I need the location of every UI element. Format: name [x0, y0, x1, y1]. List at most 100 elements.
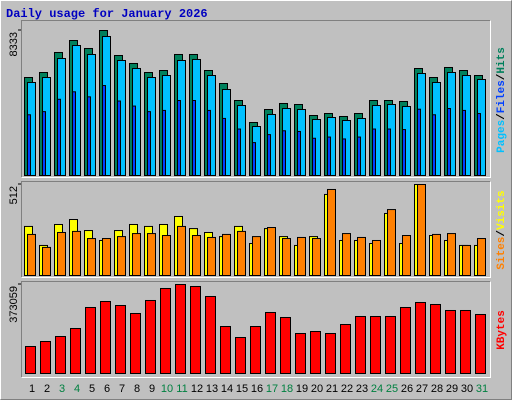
- bar: [70, 327, 81, 374]
- bar: [72, 230, 81, 276]
- x-tick-label: 30: [461, 383, 473, 395]
- bar: [25, 345, 36, 374]
- x-tick-label: 21: [326, 383, 338, 395]
- x-tick-label: 8: [134, 383, 140, 395]
- bar: [280, 316, 291, 374]
- legend-separator: /: [496, 113, 508, 120]
- bar: [387, 128, 391, 177]
- x-tick-label: 10: [161, 383, 173, 395]
- bar: [460, 309, 471, 375]
- bar: [312, 137, 316, 176]
- bar: [370, 315, 381, 375]
- x-tick-label: 16: [251, 383, 263, 395]
- bar: [417, 184, 426, 276]
- bar: [175, 284, 186, 374]
- bar: [400, 306, 411, 374]
- bar: [237, 230, 246, 276]
- x-tick-label: 1: [29, 383, 35, 395]
- bar: [267, 134, 271, 177]
- legend-entry: Visits: [496, 190, 508, 230]
- bar: [192, 235, 201, 276]
- x-tick-label: 26: [401, 383, 413, 395]
- bar: [145, 299, 156, 374]
- bar: [402, 129, 406, 176]
- panel-bevel: [21, 281, 491, 378]
- bar: [297, 236, 306, 276]
- x-tick-label: 20: [311, 383, 323, 395]
- bar: [430, 303, 441, 374]
- bar: [57, 98, 61, 176]
- x-tick-label: 24: [371, 383, 383, 395]
- legend: Pages/Files/Hits: [496, 47, 508, 153]
- x-tick-label: 18: [281, 383, 293, 395]
- legend-entry: Hits: [496, 47, 508, 73]
- bar: [190, 285, 201, 374]
- bar: [432, 114, 436, 176]
- bar: [87, 96, 91, 176]
- x-tick-label: 15: [236, 383, 248, 395]
- bar: [102, 238, 111, 276]
- bar: [282, 130, 286, 176]
- bar: [342, 233, 351, 276]
- bar: [417, 108, 421, 176]
- bar: [147, 111, 151, 176]
- bar: [192, 100, 196, 176]
- bar: [235, 336, 246, 374]
- bar: [42, 246, 51, 276]
- bar: [477, 113, 481, 176]
- legend: KBytes: [496, 310, 508, 350]
- x-tick-label: 23: [356, 383, 368, 395]
- y-tick-label: 8333: [8, 32, 20, 56]
- bar: [252, 142, 256, 176]
- legend-separator: /: [496, 230, 508, 237]
- x-tick-label: 7: [119, 383, 125, 395]
- bar: [222, 117, 226, 177]
- bar: [267, 227, 276, 276]
- bar: [385, 315, 396, 375]
- bar: [57, 231, 66, 276]
- y-tick-label: 373059: [8, 286, 20, 323]
- bar: [325, 332, 336, 374]
- bar: [252, 236, 261, 276]
- x-tick-label: 28: [431, 383, 443, 395]
- x-tick-label: 4: [74, 383, 80, 395]
- bar: [372, 128, 376, 177]
- bar: [100, 300, 111, 375]
- bar: [72, 91, 76, 176]
- panel-bevel: [21, 20, 491, 178]
- bar: [265, 311, 276, 375]
- bar: [387, 209, 396, 276]
- bar: [327, 188, 336, 276]
- bar: [220, 325, 231, 374]
- bar: [462, 244, 471, 276]
- bar: [327, 136, 331, 177]
- bar: [27, 233, 36, 276]
- bar: [295, 332, 306, 374]
- bar: [297, 130, 301, 177]
- bar: [87, 238, 96, 276]
- panel-bevel: [21, 181, 491, 278]
- bar: [177, 100, 181, 176]
- legend: Sites/Visits: [496, 190, 508, 269]
- legend-entry: KBytes: [496, 310, 508, 350]
- x-tick-label: 31: [476, 383, 488, 395]
- bar: [115, 304, 126, 375]
- bar: [40, 340, 51, 374]
- x-tick-label: 22: [341, 383, 353, 395]
- bar: [27, 114, 31, 176]
- bar: [447, 233, 456, 276]
- bar: [207, 236, 216, 276]
- bar: [162, 235, 171, 276]
- bar: [117, 100, 121, 176]
- bar: [355, 315, 366, 375]
- bar: [132, 105, 136, 176]
- panel-bevel: [21, 281, 491, 378]
- bar: [85, 306, 96, 374]
- x-tick-label: 2: [44, 383, 50, 395]
- y-tick-label: 512: [8, 186, 20, 204]
- x-tick-label: 25: [386, 383, 398, 395]
- x-tick-label: 11: [176, 383, 187, 395]
